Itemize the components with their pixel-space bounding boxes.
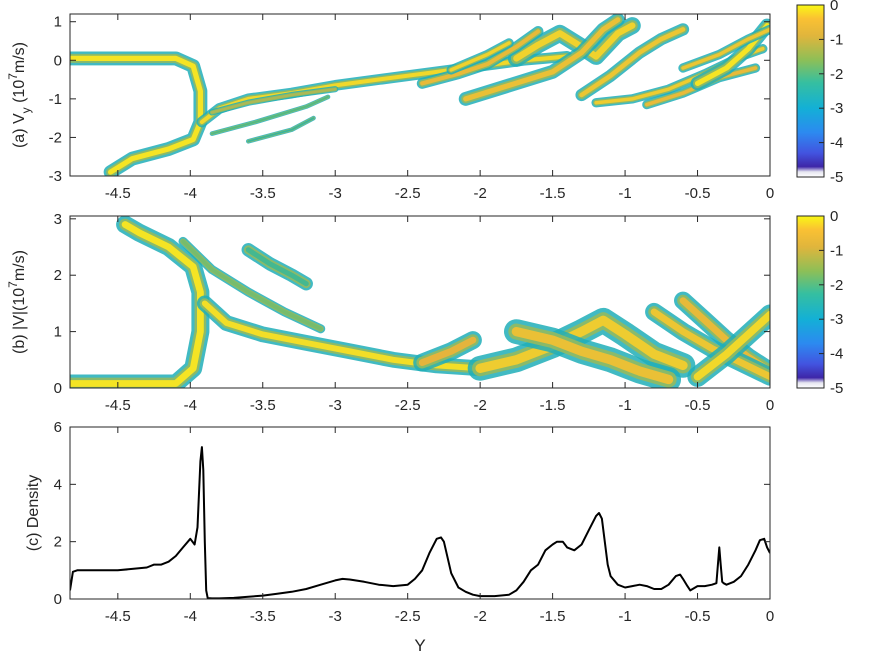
heatmap-stream-core <box>70 221 204 387</box>
panel-c-plot-area <box>70 427 770 599</box>
heatmap-stream-core <box>245 247 309 287</box>
colorbar-tick-label: -1 <box>830 242 843 259</box>
panel-b-colorbar: 0 -1 -2 -3 -4 -5 <box>796 208 843 397</box>
heatmap-stream-core <box>211 96 329 135</box>
panel-b-axes-box <box>69 215 771 389</box>
x-tick-label: -3 <box>329 397 342 414</box>
x-tick-label: -0.5 <box>685 608 711 625</box>
heatmap-stream-core <box>418 336 477 366</box>
colorbar-tick-label: -3 <box>830 100 843 117</box>
x-tick-label: -1 <box>618 185 631 202</box>
x-tick-label: 0 <box>766 185 774 202</box>
y-tick-label: 0 <box>54 591 62 608</box>
x-tick-label: -2.5 <box>395 397 421 414</box>
x-tick-label: -3 <box>329 185 342 202</box>
y-tick-label: 2 <box>54 267 62 284</box>
panel-c-ticks: -4.5 -4 -3.5 -3 -2.5 -2 -1.5 -1 -0.5 0 0 2 4 6 <box>54 419 775 625</box>
x-tick-label: -2 <box>473 397 486 414</box>
colorbar-tick-label: -3 <box>830 311 843 328</box>
heatmap-stream-core <box>693 310 770 381</box>
panel-c: -4.5 -4 -3.5 -3 -2.5 -2 -1.5 -1 -0.5 0 0 2 4 6 (c) De… <box>25 419 774 655</box>
x-tick-label: -3.5 <box>250 185 276 202</box>
colorbar-tick-label: -4 <box>830 135 843 152</box>
x-tick-label: -4 <box>184 185 197 202</box>
panel-c-ylabel: (c) Density <box>25 475 42 551</box>
y-tick-label: 2 <box>54 534 62 551</box>
y-tick-label: -2 <box>49 129 62 146</box>
x-tick-label: -2.5 <box>395 608 421 625</box>
x-tick-label: -0.5 <box>685 185 711 202</box>
y-tick-label: 4 <box>54 476 62 493</box>
heatmap-stream-core <box>511 326 674 385</box>
y-tick-label: 1 <box>54 324 62 341</box>
panel-b-ylabel: (b) |V|(107m/s) <box>6 250 28 354</box>
panel-c-line-area <box>70 446 770 599</box>
y-tick-label: -1 <box>49 91 62 108</box>
colorbar-tick-label: -1 <box>830 31 843 48</box>
heatmap-stream-core <box>475 315 688 373</box>
x-tick-label: -1.5 <box>540 397 566 414</box>
colorbar-tick-label: -5 <box>830 169 843 186</box>
heatmap-stream-core <box>463 17 621 102</box>
panel-c-xlabel: Y <box>414 636 425 655</box>
y-tick-label: 0 <box>54 52 62 69</box>
heatmap-stream-core <box>210 88 337 114</box>
colorbar-tick-label: -2 <box>830 277 843 294</box>
panel-b-ticks: -4.5 -4 -3.5 -3 -2.5 -2 -1.5 -1 -0.5 0 0 1 2 3 <box>54 211 775 414</box>
panel-a-ticks: -4.5 -4 -3.5 -3 -2.5 -2 -1.5 -1 -0.5 0 -3 -2 -1 0 1 <box>49 14 775 202</box>
x-tick-label: -4.5 <box>105 185 131 202</box>
x-tick-label: 0 <box>766 397 774 414</box>
colorbar-tick-label: -5 <box>830 380 843 397</box>
x-tick-label: -1 <box>618 608 631 625</box>
x-tick-label: -2.5 <box>395 185 421 202</box>
panel-a: -4.5 -4 -3.5 -3 -2.5 -2 -1.5 -1 -0.5 0 -3 -2 -1 0 1 (a… <box>6 0 843 202</box>
x-tick-label: 0 <box>766 608 774 625</box>
x-tick-label: -3 <box>329 608 342 625</box>
panel-a-colorbar: 0 -1 -2 -3 -4 -5 <box>796 0 843 186</box>
y-tick-label: 6 <box>54 419 62 436</box>
y-tick-label: -3 <box>49 168 62 185</box>
x-tick-label: -2 <box>473 185 486 202</box>
x-tick-label: -3.5 <box>250 608 276 625</box>
heatmap-stream-core <box>681 27 770 70</box>
density-line <box>70 446 770 599</box>
y-tick-label: 3 <box>54 211 62 228</box>
colorbar-tick-label: -2 <box>830 66 843 83</box>
y-tick-label: 1 <box>54 14 62 31</box>
x-tick-label: -1 <box>618 397 631 414</box>
heatmap-stream-core <box>420 29 541 86</box>
panel-a-axes-box <box>69 13 771 177</box>
heatmap-stream-core <box>650 308 770 381</box>
heatmap-stream-core <box>579 27 686 98</box>
x-tick-label: -0.5 <box>685 397 711 414</box>
colorbar-tick-label: 0 <box>830 208 838 225</box>
colorbar-tick-label: -4 <box>830 346 843 363</box>
x-tick-label: -4 <box>184 608 197 625</box>
heatmap-stream-core <box>449 41 511 72</box>
heatmap-stream-core <box>181 239 323 331</box>
x-tick-label: -2 <box>473 608 486 625</box>
x-tick-label: -4.5 <box>105 397 131 414</box>
x-tick-label: -4.5 <box>105 608 131 625</box>
colorbar-tick-label: 0 <box>830 0 838 14</box>
panel-b-heatmap <box>70 216 770 388</box>
x-tick-label: -3.5 <box>250 397 276 414</box>
x-tick-label: -4 <box>184 397 197 414</box>
heatmap-stream-core <box>247 117 315 143</box>
panel-c-axes-box <box>69 426 771 600</box>
panel-a-colorbar-gradient <box>796 4 825 178</box>
panel-a-ylabel: (a) Vy (107m/s) <box>6 42 33 148</box>
x-tick-label: -1.5 <box>540 185 566 202</box>
y-tick-label: 0 <box>54 380 62 397</box>
x-tick-label: -1.5 <box>540 608 566 625</box>
panel-b: -4.5 -4 -3.5 -3 -2.5 -2 -1.5 -1 -0.5 0 0 1 2 3 (b) |V… <box>6 208 843 414</box>
panel-a-heatmap <box>70 14 770 176</box>
panel-b-colorbar-gradient <box>796 215 825 389</box>
